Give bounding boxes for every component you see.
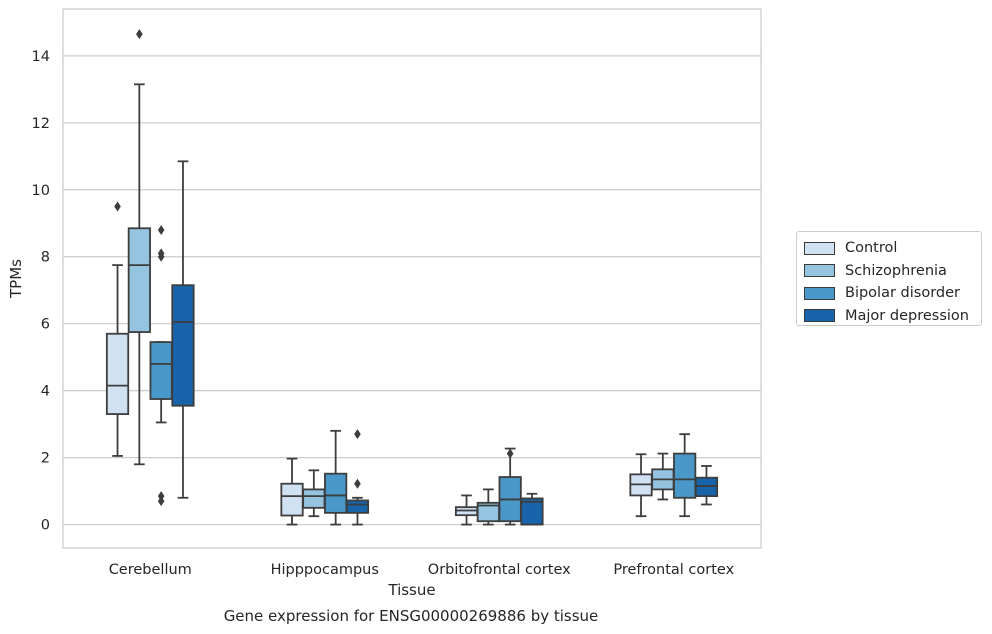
- y-tick-label: 14: [32, 49, 50, 65]
- legend-item-schizophrenia: Schizophrenia: [804, 260, 981, 283]
- x-tick-label: Hipppocampus: [271, 562, 379, 578]
- outlier-point: [114, 201, 121, 212]
- figure-caption: Gene expression for ENSG00000269886 by t…: [223, 607, 599, 625]
- x-tick-label: Cerebellum: [109, 562, 192, 578]
- outlier-point: [157, 251, 165, 262]
- legend-label-control: Control: [845, 240, 898, 257]
- y-tick-label: 12: [32, 116, 50, 132]
- legend-swatch-control: [804, 241, 835, 255]
- y-tick-label: 0: [41, 518, 50, 534]
- legend-label-schizophrenia: Schizophrenia: [845, 262, 947, 279]
- box: [105, 332, 130, 415]
- y-tick-label: 10: [32, 183, 50, 199]
- outlier-point: [506, 448, 514, 459]
- y-tick-label: 4: [41, 384, 50, 400]
- legend-item-major-depression: Major depression: [804, 305, 981, 328]
- y-tick-label: 8: [41, 250, 50, 266]
- box: [520, 497, 544, 526]
- box: [280, 482, 304, 517]
- box: [324, 472, 348, 514]
- box: [171, 284, 195, 407]
- plot-frame: [62, 8, 762, 549]
- legend-label-bipolar-disorder: Bipolar disorder: [845, 285, 960, 302]
- y-tick-label: 6: [41, 317, 50, 333]
- legend-item-bipolar-disorder: Bipolar disorder: [804, 282, 981, 305]
- x-tick-label: Prefrontal cortex: [613, 562, 734, 578]
- legend-swatch-bipolar-disorder: [804, 286, 835, 300]
- y-axis-label: TPMs: [7, 259, 25, 299]
- outlier-point: [157, 496, 165, 507]
- box: [302, 488, 326, 509]
- box: [345, 499, 370, 514]
- box: [673, 452, 697, 499]
- box: [149, 341, 173, 400]
- legend-item-control: Control: [804, 237, 981, 260]
- box: [127, 227, 151, 333]
- outlier-point: [354, 429, 361, 440]
- legend: Control Schizophrenia Bipolar disorder M…: [796, 231, 982, 326]
- outlier-point: [136, 29, 143, 40]
- outlier-point: [157, 224, 165, 235]
- legend-swatch-schizophrenia: [804, 264, 835, 278]
- outlier-point: [157, 491, 165, 502]
- x-tick-label: Orbitofrontal cortex: [428, 562, 571, 578]
- x-axis-label: Tissue: [387, 581, 435, 599]
- legend-label-major-depression: Major depression: [845, 307, 969, 324]
- y-tick-label: 2: [41, 451, 50, 467]
- legend-swatch-major-depression: [804, 309, 835, 323]
- outlier-point: [354, 478, 361, 489]
